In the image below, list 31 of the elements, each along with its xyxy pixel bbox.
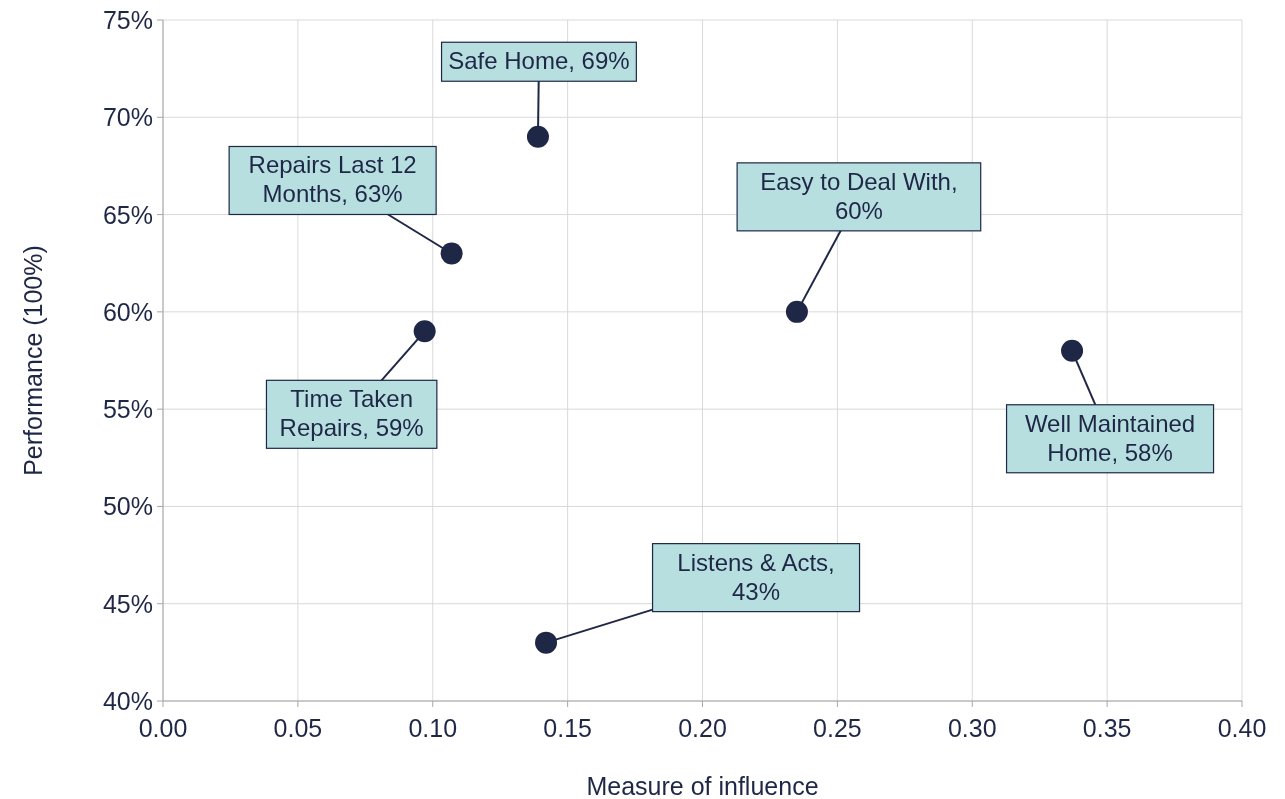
x-tick-label: 0.20	[678, 714, 727, 742]
x-tick-label: 0.15	[543, 714, 592, 742]
y-tick-label: 70%	[102, 103, 153, 132]
annotation: Repairs Last 12 Months, 63%	[248, 151, 417, 208]
y-axis-title: Performance (100%)	[19, 245, 47, 476]
point	[526, 125, 549, 148]
point	[413, 320, 436, 343]
point	[1061, 339, 1084, 362]
y-tick-label: 65%	[102, 200, 153, 229]
annotation: Safe Home, 69%	[448, 47, 630, 75]
point	[440, 242, 463, 265]
x-tick-label: 0.25	[813, 714, 862, 742]
x-tick-label: 0.40	[1217, 714, 1267, 742]
annotation: Listens & Acts, 43%	[677, 548, 835, 605]
y-tick-label: 45%	[102, 589, 153, 618]
y-tick-label: 55%	[102, 395, 153, 424]
y-tick-label: 40%	[102, 687, 153, 715]
x-tick-label: 0.00	[138, 714, 188, 742]
y-tick-label: 50%	[102, 492, 153, 521]
x-tick-label: 0.10	[408, 714, 458, 742]
point	[535, 631, 558, 654]
x-tick-label: 0.35	[1082, 714, 1132, 742]
annotation: Easy to Deal With, 60%	[760, 167, 958, 224]
annotation: Well Maintained Home, 58%	[1024, 409, 1196, 466]
point	[785, 300, 808, 323]
x-axis-title: Measure of influence	[586, 772, 819, 799]
x-tick-label: 0.30	[947, 714, 997, 742]
y-tick-label: 60%	[102, 297, 153, 326]
annotation: Time Taken Repairs, 59%	[279, 385, 424, 442]
y-tick-label: 75%	[102, 6, 153, 34]
x-tick-label: 0.05	[273, 714, 323, 742]
